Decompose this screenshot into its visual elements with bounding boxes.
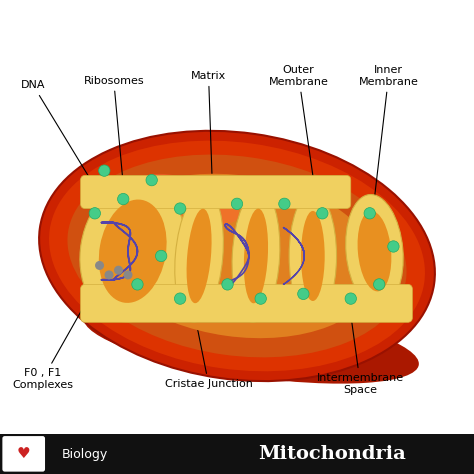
Ellipse shape xyxy=(232,190,280,322)
Circle shape xyxy=(374,279,385,290)
Circle shape xyxy=(132,279,143,290)
Ellipse shape xyxy=(80,181,185,322)
Text: Biology: Biology xyxy=(62,447,109,461)
Circle shape xyxy=(255,293,266,304)
Circle shape xyxy=(118,193,129,205)
Text: Matrix: Matrix xyxy=(191,71,226,210)
Text: Inner
Membrane: Inner Membrane xyxy=(359,65,419,277)
Circle shape xyxy=(99,165,110,176)
FancyBboxPatch shape xyxy=(81,284,412,322)
Circle shape xyxy=(388,241,399,252)
Circle shape xyxy=(231,198,243,210)
Text: ♥: ♥ xyxy=(17,446,30,461)
Circle shape xyxy=(105,271,113,279)
Ellipse shape xyxy=(83,299,419,383)
Ellipse shape xyxy=(99,200,167,303)
Circle shape xyxy=(146,174,157,186)
Circle shape xyxy=(174,203,186,214)
Circle shape xyxy=(222,279,233,290)
Ellipse shape xyxy=(357,211,392,292)
Ellipse shape xyxy=(187,209,211,303)
Text: Outer
Membrane: Outer Membrane xyxy=(269,65,328,272)
Text: Ribosomes: Ribosomes xyxy=(83,75,144,182)
Text: Intermembrane
Space: Intermembrane Space xyxy=(317,283,404,395)
Ellipse shape xyxy=(67,155,407,357)
FancyBboxPatch shape xyxy=(2,436,45,472)
Circle shape xyxy=(124,271,132,279)
Text: Cristae Junction: Cristae Junction xyxy=(164,245,253,389)
Text: DNA: DNA xyxy=(21,80,98,192)
Ellipse shape xyxy=(140,174,239,224)
Ellipse shape xyxy=(96,174,378,338)
Ellipse shape xyxy=(244,209,268,303)
Ellipse shape xyxy=(301,211,325,301)
Circle shape xyxy=(364,208,375,219)
Ellipse shape xyxy=(289,192,337,320)
Bar xyxy=(0,434,474,474)
Circle shape xyxy=(174,293,186,304)
Circle shape xyxy=(115,266,122,274)
Circle shape xyxy=(89,208,100,219)
Circle shape xyxy=(298,288,309,300)
Ellipse shape xyxy=(346,194,403,308)
FancyBboxPatch shape xyxy=(81,175,351,209)
Text: F0 , F1
Complexes: F0 , F1 Complexes xyxy=(12,273,103,390)
Circle shape xyxy=(96,262,103,269)
Ellipse shape xyxy=(39,131,435,381)
Circle shape xyxy=(345,293,356,304)
Ellipse shape xyxy=(175,190,223,322)
Circle shape xyxy=(155,250,167,262)
Circle shape xyxy=(317,208,328,219)
Text: Mitochondria: Mitochondria xyxy=(258,445,406,463)
Ellipse shape xyxy=(49,141,425,371)
Circle shape xyxy=(279,198,290,210)
